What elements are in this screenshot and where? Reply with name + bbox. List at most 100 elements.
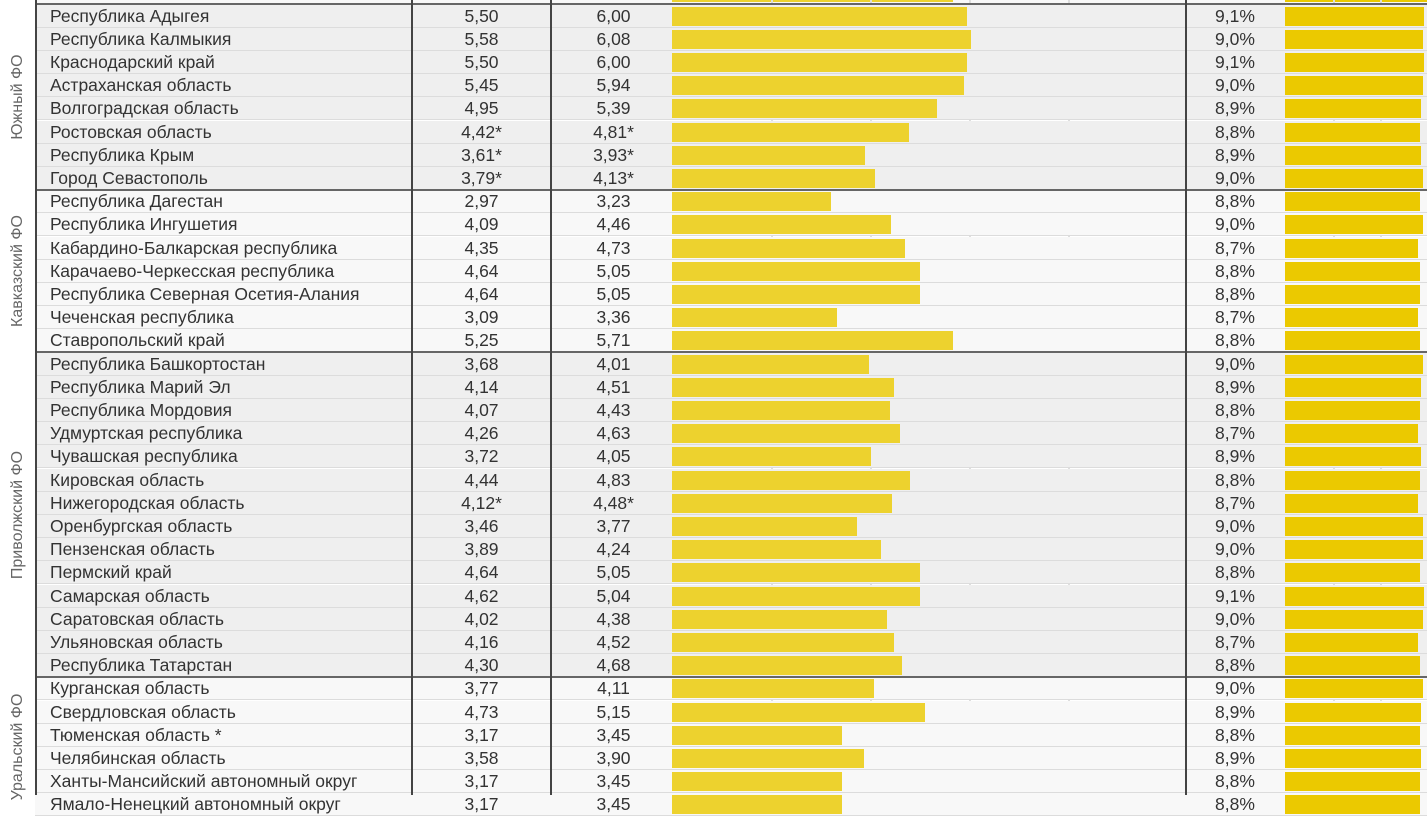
percent-bar bbox=[1285, 586, 1425, 606]
percent-value: 8,8% bbox=[1215, 724, 1255, 745]
percent-value: 8,8% bbox=[1215, 260, 1255, 281]
region-name: Республика Ингушетия bbox=[50, 214, 238, 235]
value-1: 3,17 bbox=[464, 794, 499, 815]
region-name: Ямало-Ненецкий автономный округ bbox=[50, 794, 341, 815]
group-label-text: Приволжский ФО bbox=[8, 450, 26, 579]
percent-value: 8,8% bbox=[1215, 121, 1255, 142]
region-name: Республика Мордовия bbox=[50, 399, 232, 420]
percent-value: 8,8% bbox=[1215, 771, 1255, 792]
value-bar bbox=[672, 586, 920, 606]
value-2: 4,24 bbox=[596, 539, 631, 560]
region-name: Нижегородская область bbox=[50, 492, 245, 513]
percent-value: 9,0% bbox=[1215, 214, 1255, 235]
value-bar bbox=[672, 29, 972, 49]
region-name: Кировская область bbox=[50, 469, 205, 490]
region-name: Свердловская область bbox=[50, 701, 236, 722]
percent-bar bbox=[1285, 0, 1427, 2]
table-row: Краснодарский край 5,50 6,00 9,1% bbox=[35, 50, 1427, 75]
percent-value: 8,9% bbox=[1215, 701, 1255, 722]
value-1: 3,89 bbox=[464, 539, 499, 560]
percent-bar bbox=[1285, 145, 1422, 165]
region-name: Республика Калмыкия bbox=[50, 28, 232, 49]
value-1: 3,17 bbox=[464, 724, 499, 745]
group-label-text: Южный ФО bbox=[8, 54, 26, 140]
value-2: 4,13* bbox=[593, 167, 634, 188]
percent-value: 8,9% bbox=[1215, 144, 1255, 165]
table-row: Республика Татарстан 4,30 4,68 8,8% bbox=[35, 654, 1427, 678]
value-bar bbox=[672, 0, 953, 2]
table-row: Оренбургская область 3,46 3,77 9,0% bbox=[35, 514, 1427, 539]
value-bar bbox=[672, 99, 938, 119]
value-2: 3,23 bbox=[596, 191, 631, 212]
value-1: 4,44 bbox=[464, 469, 499, 490]
table-row: Город Севастополь 3,79* 4,13* 9,0% bbox=[35, 166, 1427, 191]
percent-value: 8,8% bbox=[1215, 283, 1255, 304]
value-bar bbox=[672, 656, 903, 676]
value-2: 4,73 bbox=[596, 237, 631, 258]
region-name: Самарская область bbox=[50, 585, 210, 606]
percent-bar bbox=[1285, 748, 1422, 768]
value-bar bbox=[672, 6, 968, 26]
value-bar bbox=[672, 400, 890, 420]
percent-value: 8,9% bbox=[1215, 446, 1255, 467]
value-1: 3,46 bbox=[464, 515, 499, 536]
value-2: 5,05 bbox=[596, 260, 631, 281]
value-1: 5,50 bbox=[464, 5, 499, 26]
percent-bar bbox=[1285, 772, 1420, 792]
group-label: Кавказский ФО bbox=[0, 190, 35, 352]
region-name: Кабардино-Балкарская республика bbox=[50, 237, 338, 258]
value-1: 4,26 bbox=[464, 423, 499, 444]
percent-value: 9,1% bbox=[1215, 5, 1255, 26]
value-2: 5,71 bbox=[596, 330, 631, 351]
value-bar bbox=[672, 354, 870, 374]
table-row: Республика Ингушетия 4,09 4,46 9,0% bbox=[35, 213, 1427, 237]
table-row: Ульяновская область 4,16 4,52 8,7% bbox=[35, 630, 1427, 655]
value-bar bbox=[672, 192, 831, 212]
value-2: 4,68 bbox=[596, 655, 631, 676]
column-divider bbox=[550, 0, 552, 795]
value-bar bbox=[672, 284, 921, 304]
table-row: Республика Башкортостан 3,68 4,01 9,0% bbox=[35, 352, 1427, 376]
value-2: 6,00 bbox=[596, 5, 631, 26]
percent-bar bbox=[1285, 516, 1423, 536]
value-bar bbox=[672, 493, 893, 513]
percent-value: 8,7% bbox=[1215, 237, 1255, 258]
percent-value: 8,7% bbox=[1215, 423, 1255, 444]
percent-value: 8,8% bbox=[1215, 655, 1255, 676]
percent-bar bbox=[1285, 470, 1420, 490]
percent-bar bbox=[1285, 493, 1419, 513]
region-name: Чувашская республика bbox=[50, 446, 238, 467]
value-2: 5,04 bbox=[596, 585, 631, 606]
value-2: 4,11 bbox=[597, 678, 630, 699]
value-1: 4,14 bbox=[464, 376, 499, 397]
table-row: Нижегородская область 4,12* 4,48* 8,7% bbox=[35, 491, 1427, 515]
value-bar bbox=[672, 424, 900, 444]
value-bar bbox=[672, 238, 905, 258]
value-bar bbox=[672, 470, 910, 490]
percent-bar bbox=[1285, 168, 1423, 188]
table-row: Ростовская область 4,42* 4,81* 8,8% bbox=[35, 120, 1427, 144]
percent-value: 9,1% bbox=[1215, 585, 1255, 606]
value-1: 4,62 bbox=[464, 585, 499, 606]
percent-value: 8,8% bbox=[1215, 794, 1255, 815]
group-divider bbox=[35, 3, 1427, 5]
value-bar bbox=[672, 447, 872, 467]
table-row: Кировская область 4,44 4,83 8,8% bbox=[35, 468, 1427, 492]
percent-value: 9,0% bbox=[1215, 515, 1255, 536]
percent-bar bbox=[1285, 284, 1420, 304]
table-row: Чувашская республика 3,72 4,05 8,9% bbox=[35, 445, 1427, 469]
percent-value: 8,9% bbox=[1215, 376, 1255, 397]
value-2: 4,38 bbox=[596, 608, 631, 629]
percent-bar bbox=[1285, 122, 1420, 142]
percent-value: 8,7% bbox=[1215, 307, 1255, 328]
value-1: 4,42* bbox=[461, 121, 502, 142]
percent-bar bbox=[1285, 632, 1419, 652]
value-1: 4,35 bbox=[464, 237, 499, 258]
region-name: Пермский край bbox=[50, 562, 172, 583]
percent-value: 8,8% bbox=[1215, 330, 1255, 351]
value-bar bbox=[672, 609, 888, 629]
value-1: 4,16 bbox=[464, 631, 499, 652]
table-row: Ханты-Мансийский автономный округ 3,17 3,4… bbox=[35, 770, 1427, 794]
value-2: 4,05 bbox=[596, 446, 631, 467]
